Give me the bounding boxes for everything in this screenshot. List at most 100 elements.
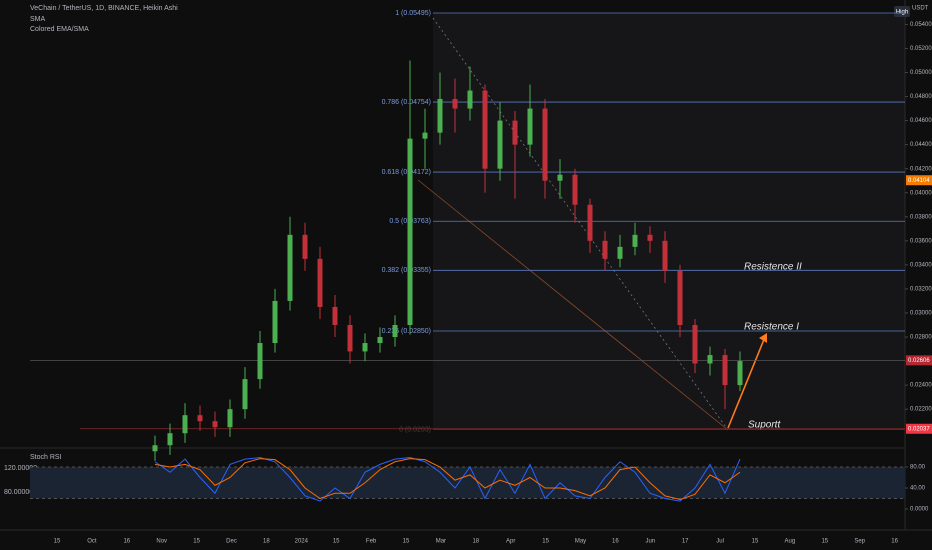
price-badge: [906, 175, 932, 186]
arrow: [727, 336, 766, 429]
candle-body: [347, 324, 353, 352]
price-badge-label: 0.02606: [908, 358, 930, 364]
price-badge-label: 0.04104: [908, 178, 930, 184]
candle-body: [377, 337, 383, 344]
x-tick-label: Aug: [785, 539, 796, 545]
y-tick-label: 0.05200: [910, 46, 932, 52]
candle-body: [302, 234, 308, 259]
candle-body: [722, 355, 728, 386]
candle-body: [557, 174, 563, 181]
stoch-tick-label: 0.0000: [910, 507, 929, 513]
high-button-label[interactable]: High: [896, 10, 908, 16]
candle-body: [407, 138, 413, 325]
candle-body: [257, 343, 263, 380]
x-tick-label: 18: [472, 539, 479, 545]
candle-body: [467, 90, 473, 109]
stoch-band: [30, 467, 905, 499]
x-tick-label: Jul: [716, 539, 724, 545]
candle-body: [662, 240, 668, 271]
x-tick-label: 18: [263, 539, 270, 545]
x-tick-label: Mar: [436, 539, 446, 545]
stoch-tick-label: 80.00: [910, 465, 926, 471]
x-tick-label: 15: [821, 539, 828, 545]
y-tick-label: 0.03800: [910, 214, 932, 220]
x-tick-label: Nov: [156, 539, 167, 545]
candle-body: [362, 343, 368, 352]
candle-body: [272, 300, 278, 344]
y-tick-label: 0.05000: [910, 70, 932, 76]
symbol-title: VeChain / TetherUS, 1D, BINANCE, Heikin …: [30, 5, 178, 12]
candle-body: [167, 433, 173, 446]
stoch-title: Stoch RSI: [30, 454, 62, 461]
x-tick-label: Apr: [506, 539, 515, 545]
indicator-label: SMA: [30, 16, 46, 23]
x-tick-label: 15: [542, 539, 549, 545]
y-tick-label: 0.02200: [910, 407, 932, 413]
x-tick-label: 16: [123, 539, 130, 545]
x-tick-label: Feb: [366, 539, 377, 545]
x-tick-label: 15: [333, 539, 340, 545]
y-tick-label: 0.04200: [910, 166, 932, 172]
x-tick-label: 17: [682, 539, 689, 545]
candle-body: [392, 324, 398, 338]
candle-body: [422, 132, 428, 139]
annotation: Resistence II: [744, 262, 802, 273]
high-button[interactable]: [894, 6, 910, 17]
trend-line: [417, 179, 729, 431]
y-tick-label: 0.03000: [910, 311, 932, 317]
candle-body: [587, 204, 593, 241]
y-tick-label: 0.02800: [910, 335, 932, 341]
candle-body: [197, 415, 203, 422]
annotation: Resistence I: [744, 322, 799, 333]
x-tick-label: 15: [403, 539, 410, 545]
price-badge: [906, 355, 932, 366]
candle-body: [497, 120, 503, 169]
candle-body: [182, 415, 188, 434]
y-tick-label: 0.05400: [910, 22, 932, 28]
y-tick-label: 0.04800: [910, 94, 932, 100]
y-tick-label: 0.02400: [910, 383, 932, 389]
y-tick-label: 0.04600: [910, 118, 932, 124]
candle-body: [617, 246, 623, 259]
x-tick-label: 16: [612, 539, 619, 545]
candle-body: [482, 90, 488, 169]
candle-body: [632, 234, 638, 247]
x-tick-label: Jun: [645, 539, 655, 545]
y-tick-label: 0.03400: [910, 262, 932, 268]
y-tick-label: 0.04000: [910, 190, 932, 196]
candle-body: [647, 234, 653, 241]
candle-body: [287, 234, 293, 301]
x-tick-label: 15: [752, 539, 759, 545]
currency: USDT: [912, 6, 929, 12]
x-tick-label: 15: [193, 539, 200, 545]
stoch-left-label: 80.00000: [4, 489, 33, 496]
arrow-head: [759, 333, 767, 343]
candle-body: [152, 445, 158, 452]
candle-body: [542, 108, 548, 181]
candle-body: [677, 270, 683, 325]
fib-label: 0.618 (0.04172): [382, 169, 431, 176]
fib-label: 1 (0.05495): [395, 10, 431, 17]
stoch-line: [154, 458, 741, 501]
candle-body: [212, 421, 218, 428]
stoch-left-label: 120.00000: [4, 465, 37, 472]
fib-label: 0 (0.0203): [399, 426, 431, 433]
x-tick-label: May: [575, 539, 586, 545]
x-tick-label: Dec: [226, 539, 237, 545]
y-tick-label: 0.03200: [910, 287, 932, 293]
x-tick-label: 15: [54, 539, 61, 545]
candle-body: [692, 324, 698, 364]
x-tick-label: 16: [891, 539, 898, 545]
fib-label: 0.382 (0.03355): [382, 267, 431, 274]
indicator-label: Colored EMA/SMA: [30, 26, 89, 33]
annotation: Suportt: [748, 420, 781, 431]
candle-body: [242, 379, 248, 410]
x-tick-label: 2024: [295, 539, 309, 545]
candle-body: [572, 174, 578, 205]
candle-body: [737, 361, 743, 386]
candle-body: [227, 409, 233, 428]
price-badge-label: 0.02037: [908, 426, 930, 432]
candle-body: [452, 98, 458, 109]
x-tick-label: Sep: [854, 539, 865, 545]
candle-body: [437, 98, 443, 133]
